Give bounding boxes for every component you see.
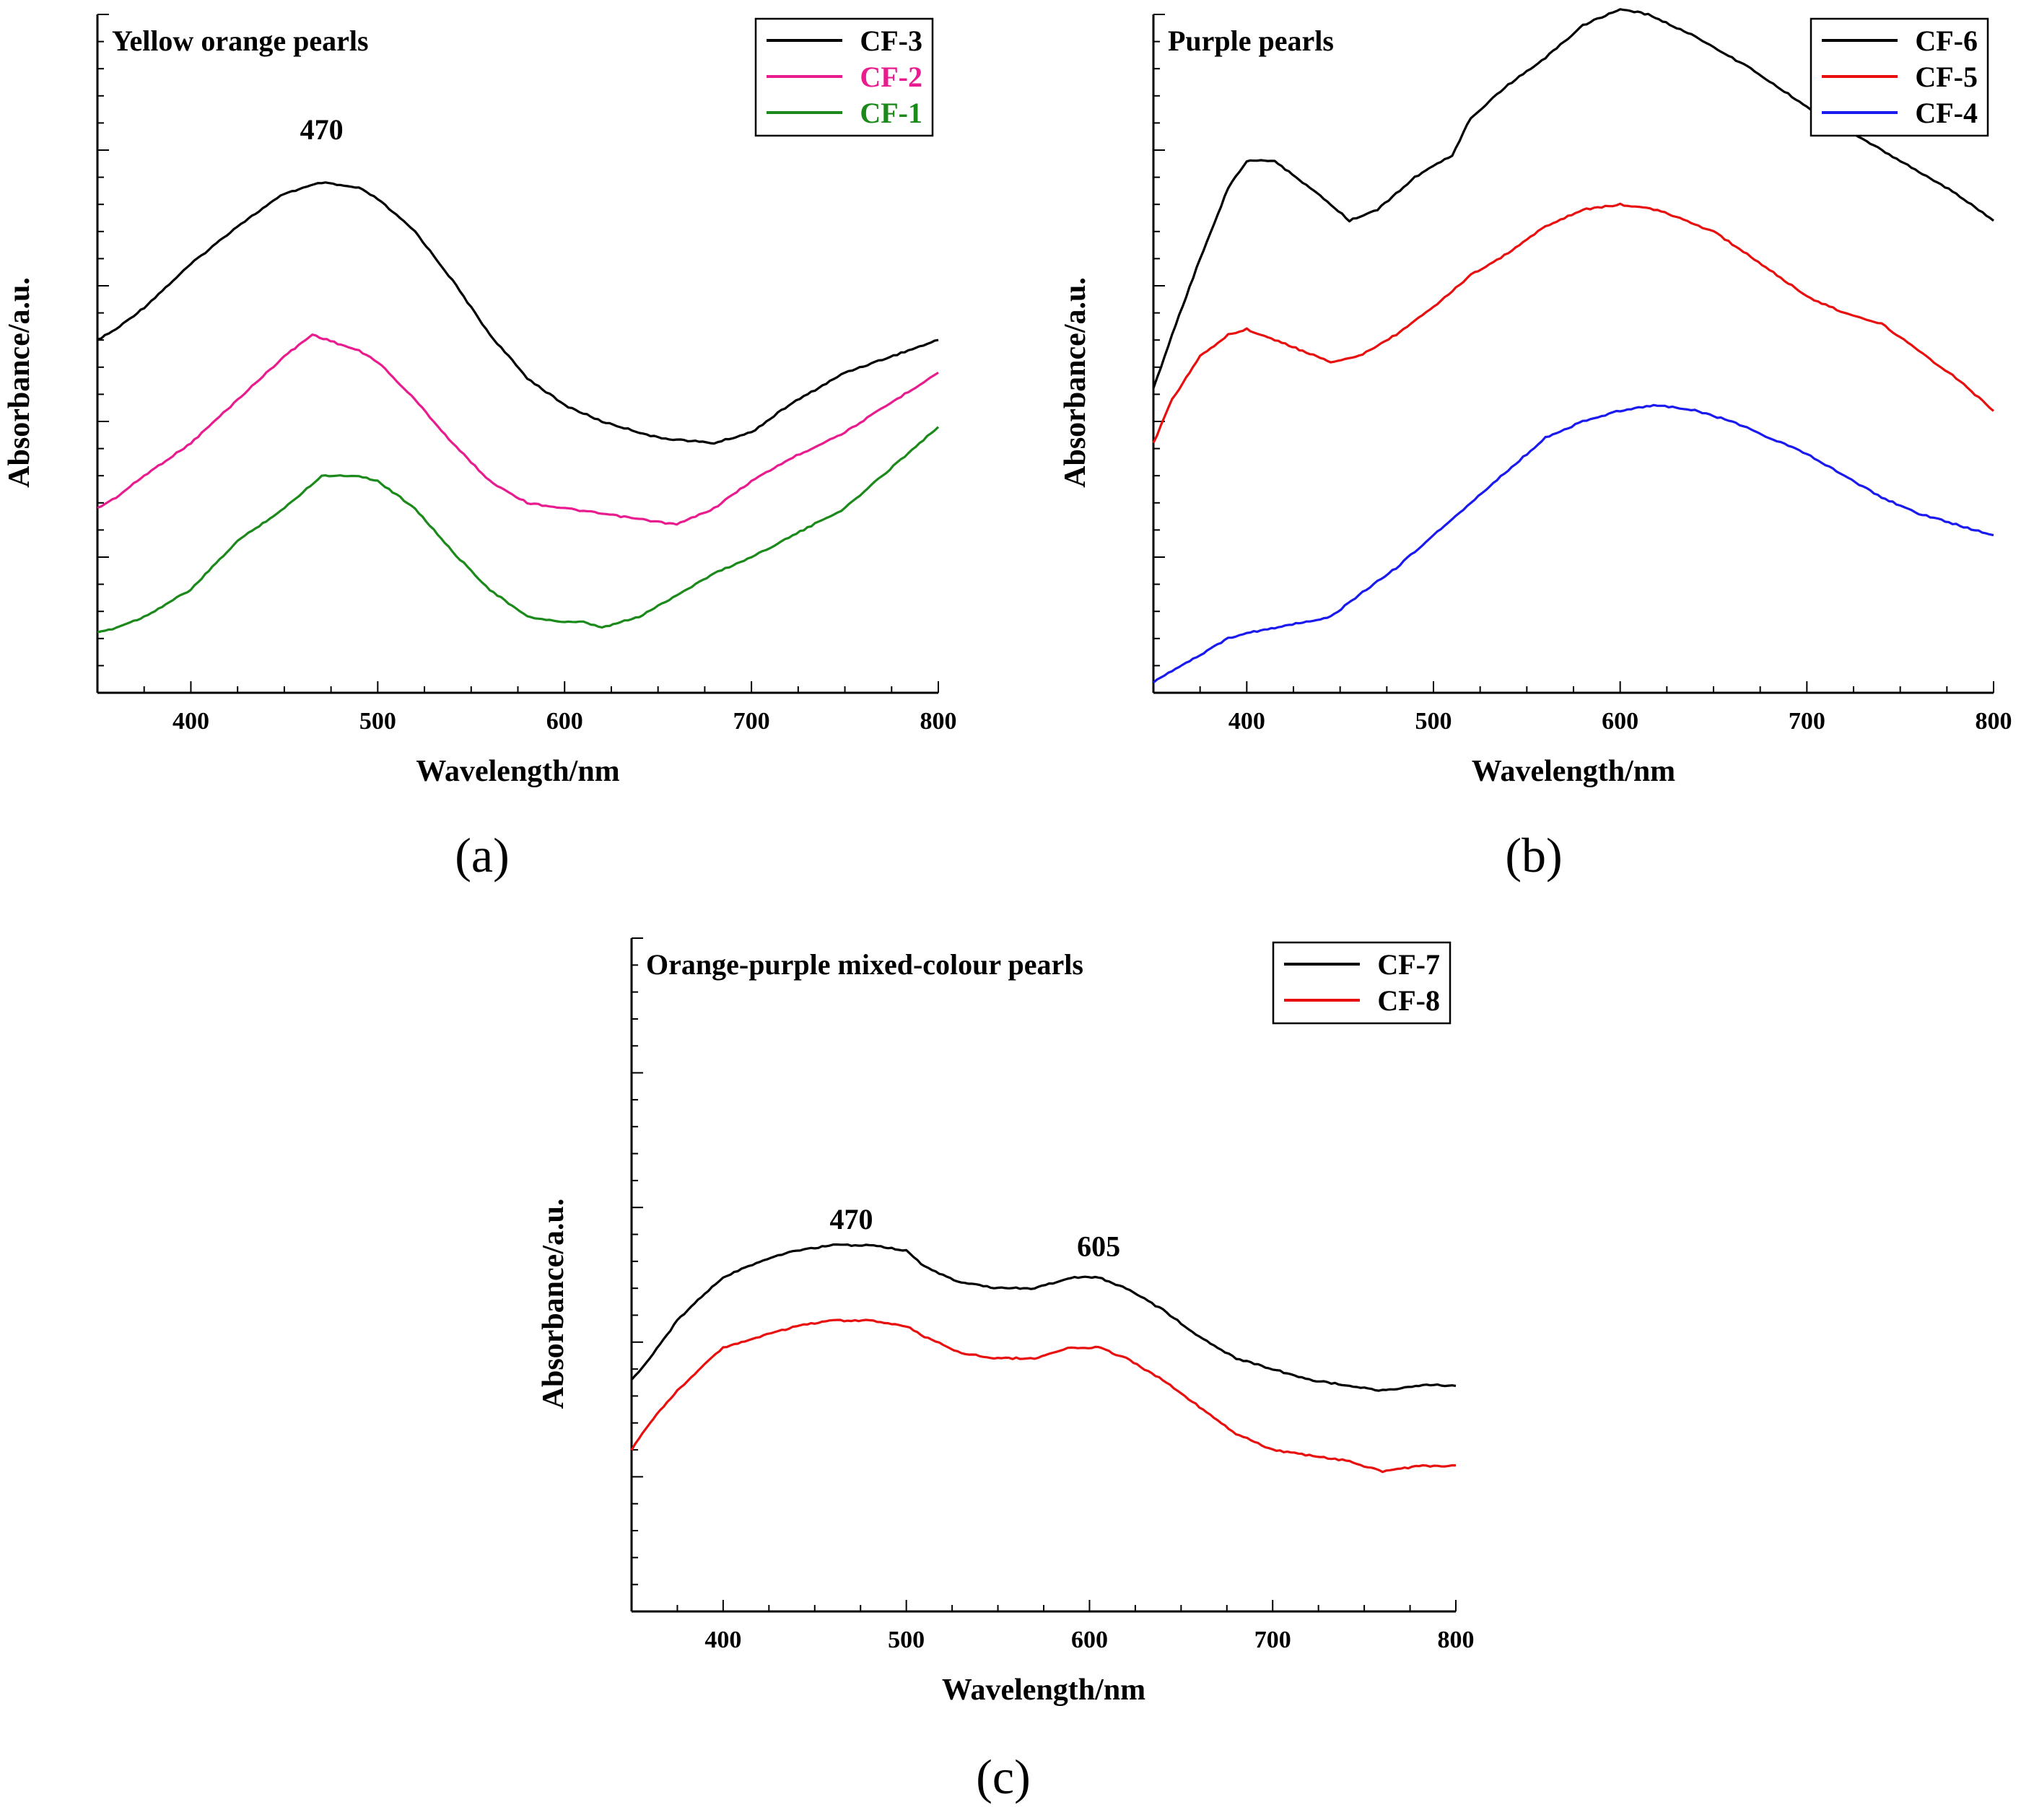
x-tick-label: 700 (733, 708, 770, 735)
series-line-cf-5 (1152, 202, 1995, 444)
x-tick-label: 800 (920, 708, 957, 735)
x-tick-label: 400 (704, 1627, 741, 1653)
x-axis-label: Wavelength/nm (1472, 755, 1675, 788)
peak-label: 470 (830, 1203, 873, 1235)
panel-a: 400 500 600 700 800 Wavelength/nm Absorbance/a… (3, 14, 957, 788)
x-tick-label: 800 (1976, 708, 2012, 735)
legend-label-cf-3: CF-3 (860, 25, 922, 57)
legend-label-cf-4: CF-4 (1915, 97, 1978, 129)
y-axis-label: Absorbance/a.u. (1059, 277, 1092, 488)
legend-label-cf-8: CF-8 (1377, 984, 1440, 1017)
panel-b: 400 500 600 700 800 Wavelength/nm Absorbance/a… (1059, 8, 2012, 788)
peak-label: 470 (300, 113, 344, 146)
x-axis-label: Wavelength/nm (416, 755, 619, 788)
x-tick-label: 600 (1071, 1627, 1108, 1653)
x-axis-label: Wavelength/nm (942, 1674, 1145, 1707)
legend-label-cf-5: CF-5 (1915, 61, 1978, 93)
x-tick-label: 800 (1438, 1627, 1475, 1653)
series-line-cf-8 (630, 1318, 1457, 1474)
y-axis-label: Absorbance/a.u. (3, 277, 36, 488)
x-tick-label: 600 (546, 708, 583, 735)
peak-label: 605 (1077, 1230, 1120, 1262)
plot-title: Purple pearls (1168, 25, 1334, 57)
plot-title: Yellow orange pearls (112, 25, 369, 57)
x-tick-label: 700 (1789, 708, 1825, 735)
x-tick-label: 400 (1228, 708, 1265, 735)
series-line-cf-3 (97, 181, 939, 445)
panel-caption-a: (a) (455, 828, 509, 883)
legend-label-cf-2: CF-2 (860, 61, 922, 93)
x-tick-label: 400 (173, 708, 209, 735)
panel-caption-b: (b) (1505, 828, 1562, 883)
series-line-cf-4 (1152, 403, 1994, 684)
x-tick-label: 700 (1254, 1627, 1291, 1653)
legend-label-cf-7: CF-7 (1377, 948, 1440, 981)
x-tick-label: 600 (1602, 708, 1638, 735)
plot-title: Orange-purple mixed-colour pearls (646, 948, 1083, 981)
y-axis-label: Absorbance/a.u. (537, 1199, 570, 1409)
series-line-cf-7 (630, 1243, 1457, 1392)
panel-c: 400 500 600 700 800 Wavelength/nm Absorbance/a… (537, 937, 1475, 1707)
x-tick-label: 500 (359, 708, 396, 735)
legend-label-cf-1: CF-1 (860, 97, 922, 129)
x-tick-label: 500 (1415, 708, 1452, 735)
series-line-cf-1 (97, 426, 940, 634)
legend-box (1272, 941, 1452, 1025)
series-line-cf-2 (97, 333, 939, 526)
legend-label-cf-6: CF-6 (1915, 25, 1978, 57)
panel-caption-c: (c) (976, 1749, 1030, 1804)
x-tick-label: 500 (888, 1627, 925, 1653)
